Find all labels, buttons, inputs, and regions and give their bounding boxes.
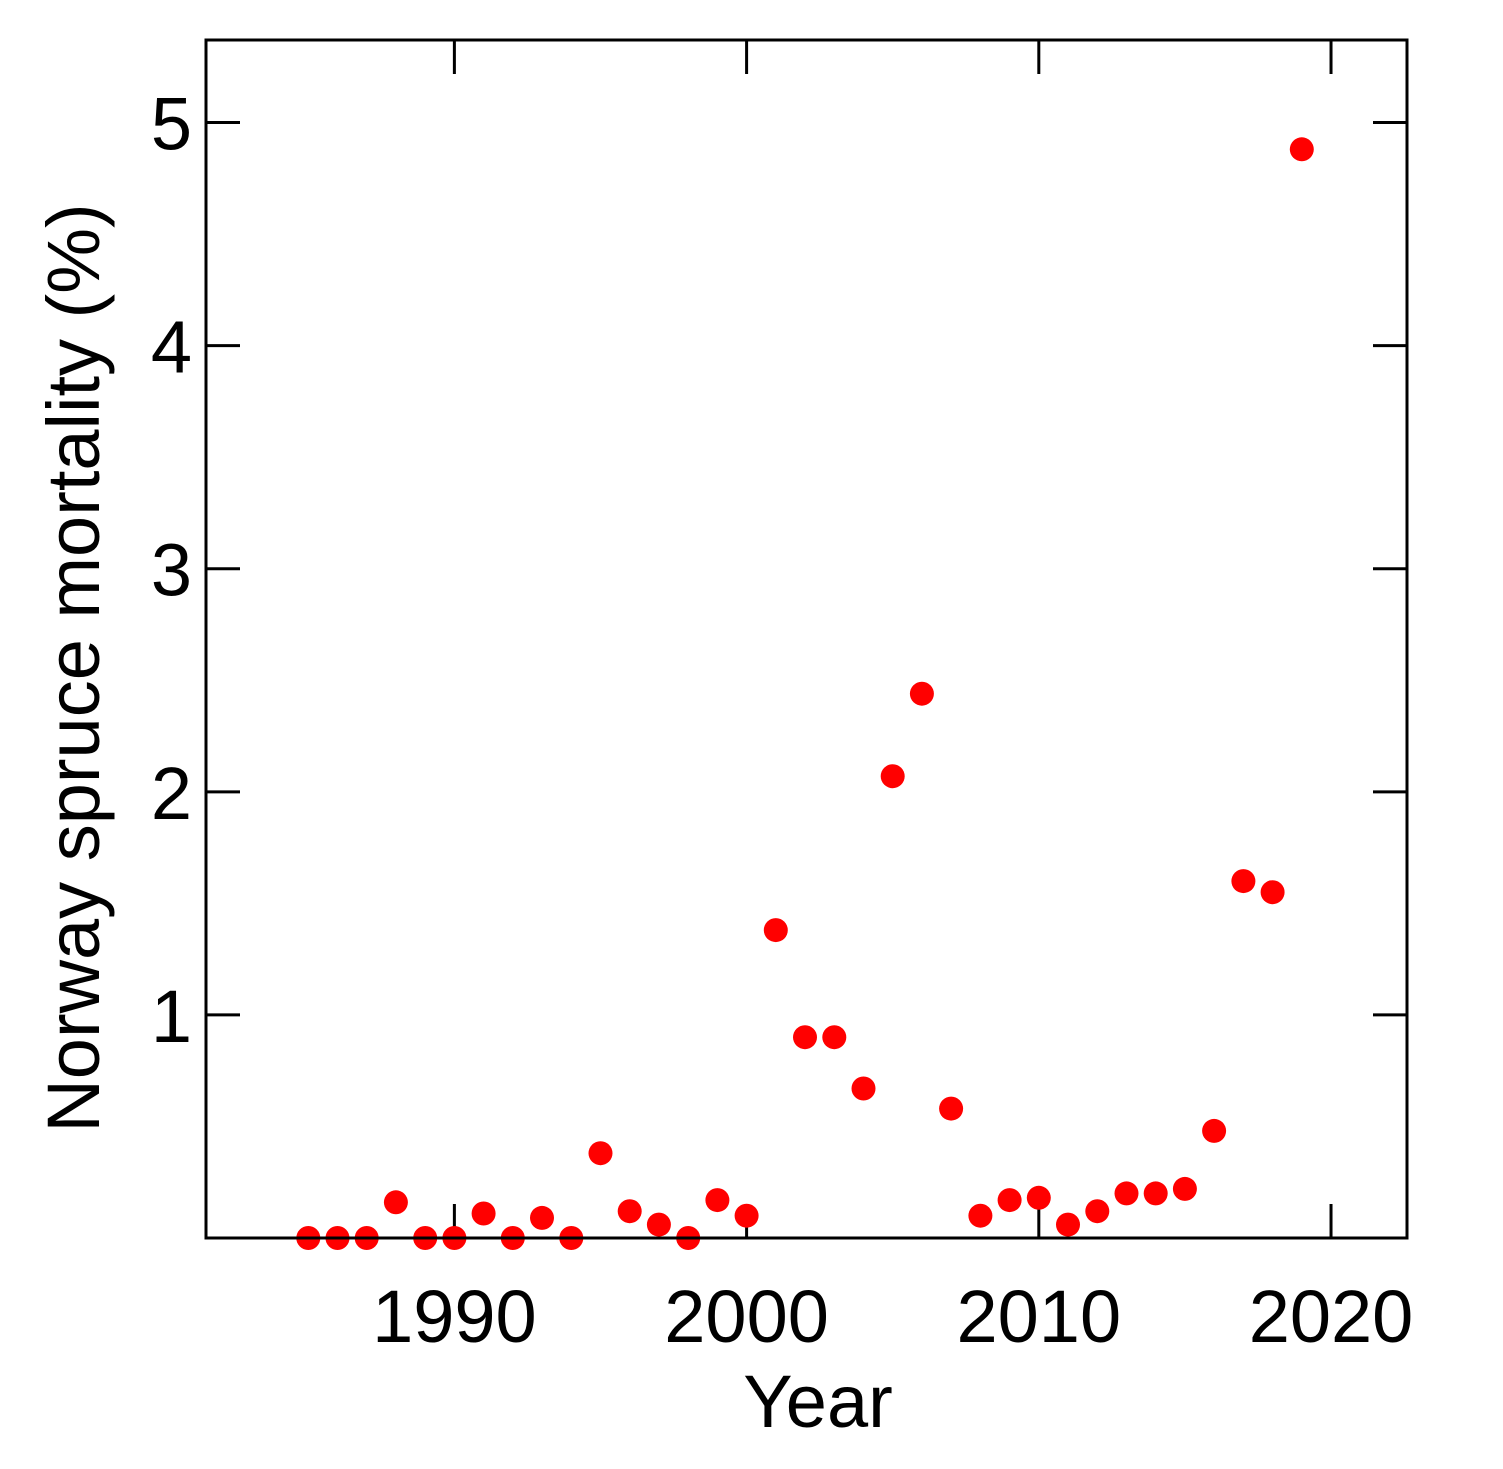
data-point: [1143, 1181, 1168, 1206]
data-point: [530, 1205, 554, 1230]
data-point: [617, 1199, 642, 1224]
data-point: [939, 1096, 964, 1121]
data-points: [296, 137, 1314, 1250]
y-tick-label: 4: [151, 306, 192, 389]
data-point: [471, 1201, 496, 1226]
data-point: [1056, 1212, 1080, 1237]
data-point: [1172, 1176, 1197, 1201]
axis-tick-labels: 1990 2000 2010 2020 1 2 3 4 5: [151, 83, 1413, 1358]
data-point: [1202, 1118, 1227, 1143]
data-point: [793, 1025, 817, 1050]
y-axis-title: Norway spruce mortality (%): [32, 203, 115, 1132]
data-point: [646, 1212, 671, 1237]
data-point: [997, 1188, 1022, 1213]
y-tick-label: 5: [151, 83, 192, 166]
x-axis-title: Year: [743, 1360, 893, 1443]
y-tick-label: 1: [151, 975, 192, 1058]
data-point: [822, 1025, 847, 1050]
data-point: [588, 1141, 613, 1166]
data-point: [909, 681, 934, 706]
data-point: [705, 1188, 730, 1213]
x-tick-label: 1990: [372, 1275, 537, 1358]
data-point: [734, 1203, 759, 1228]
axis-ticks: [206, 40, 1407, 1238]
data-point: [1026, 1185, 1051, 1210]
data-point: [968, 1203, 993, 1228]
data-point: [880, 764, 905, 789]
data-point: [763, 918, 788, 943]
y-tick-label: 3: [151, 529, 192, 612]
data-point: [851, 1076, 876, 1101]
data-point: [1231, 869, 1256, 894]
x-tick-label: 2000: [664, 1275, 829, 1358]
data-point: [1114, 1181, 1139, 1206]
plot-frame: [204, 38, 1409, 1240]
y-tick-label: 2: [151, 752, 192, 835]
x-tick-label: 2010: [956, 1275, 1121, 1358]
data-point: [1289, 137, 1314, 162]
data-point: [1085, 1199, 1110, 1224]
data-point: [383, 1190, 408, 1215]
x-tick-label: 2020: [1249, 1275, 1414, 1358]
data-point: [1260, 880, 1285, 905]
